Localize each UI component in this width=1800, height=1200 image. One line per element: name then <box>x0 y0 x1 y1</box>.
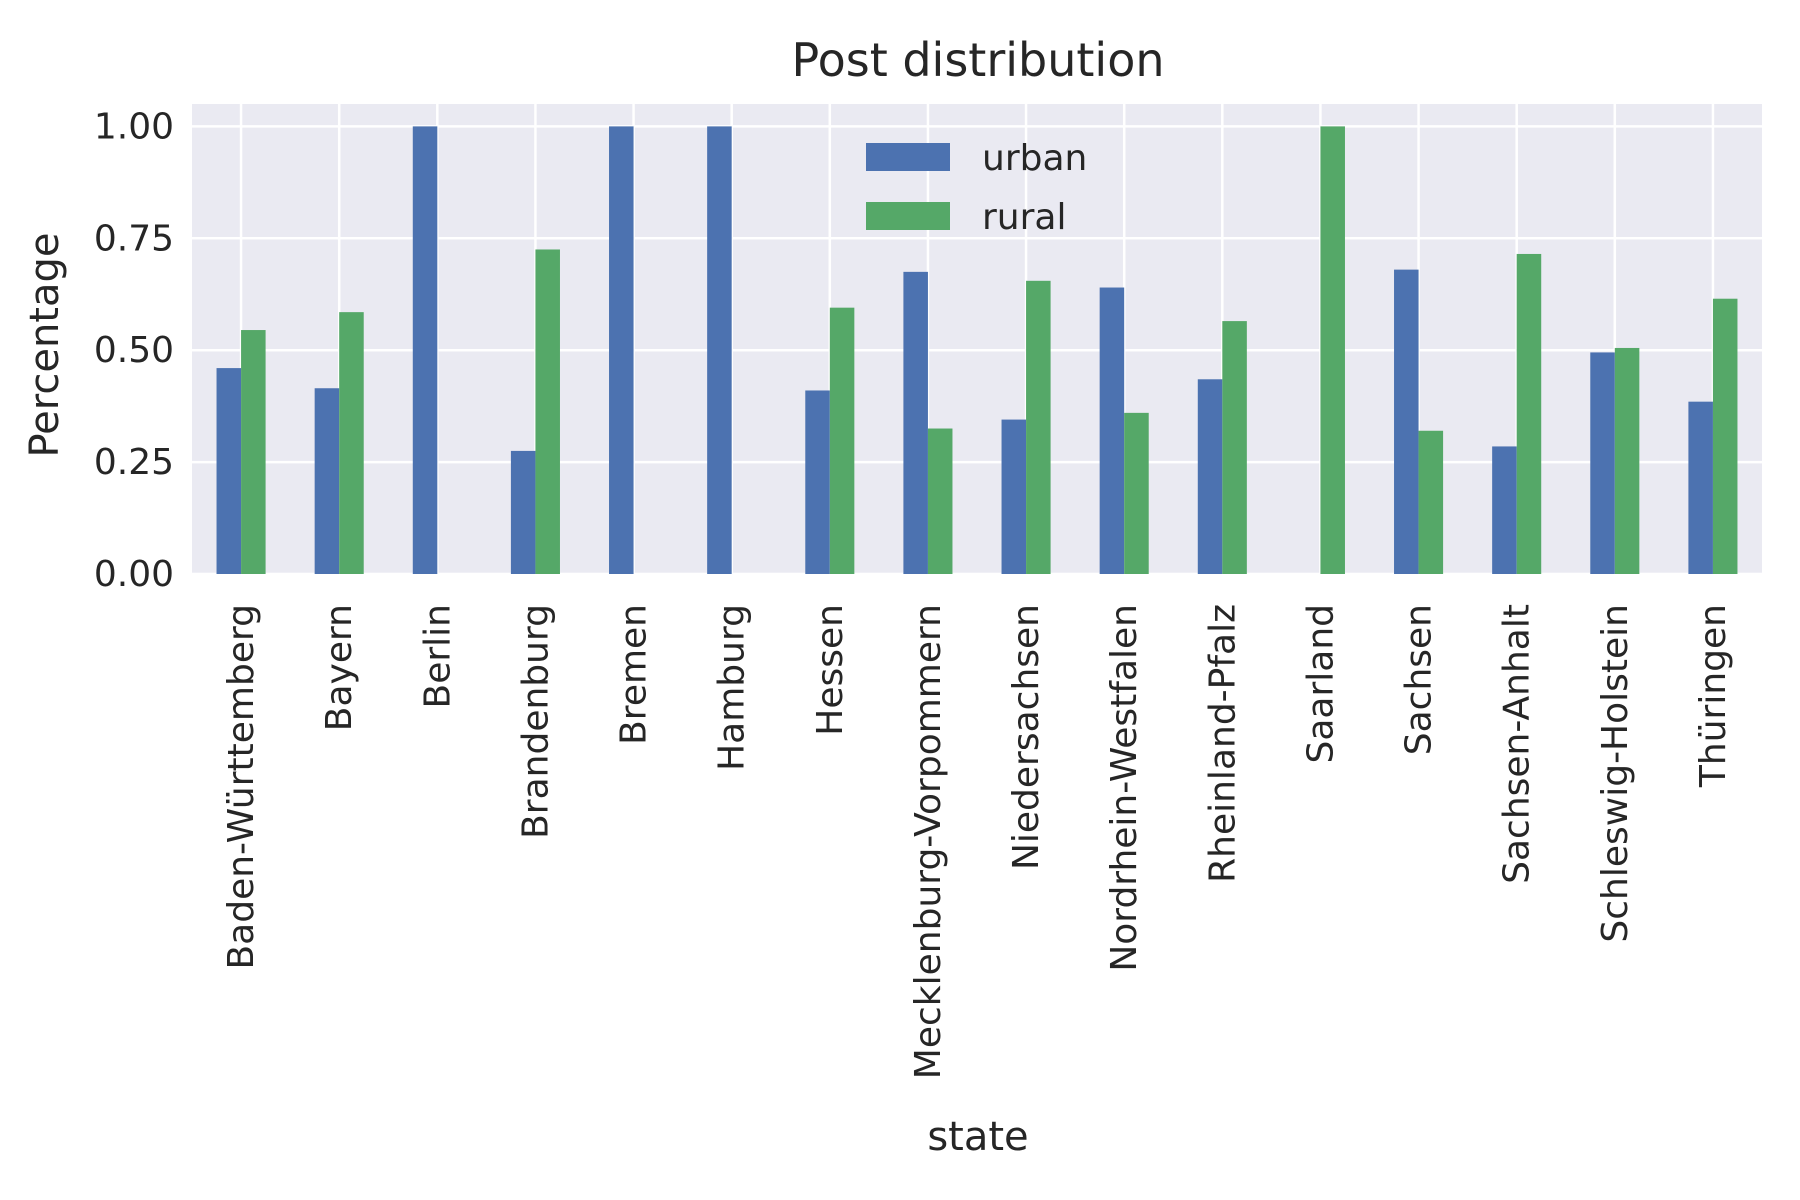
legend-rural-label: rural <box>982 197 1066 238</box>
bar-rural <box>1026 280 1051 574</box>
bar-urban <box>1394 269 1419 574</box>
y-tick-label: 0.75 <box>94 218 174 259</box>
x-tick-label: Sachsen-Anhalt <box>1497 604 1538 884</box>
y-ticks-layer: 0.00 0.25 0.50 0.75 1.00 <box>94 106 174 595</box>
bar-rural <box>1516 253 1542 574</box>
bar-rural <box>535 249 560 574</box>
bar-urban <box>1099 287 1125 574</box>
bar-urban <box>314 388 340 574</box>
bar-urban <box>1492 446 1517 574</box>
bar-urban <box>510 450 536 574</box>
x-tick-label: Hessen <box>810 604 851 736</box>
x-tick-label: Schleswig-Holstein <box>1595 604 1636 943</box>
bar-urban <box>1197 379 1223 574</box>
x-tick-label: Niedersachsen <box>1006 604 1047 870</box>
x-tick-label: Nordrhein-Westfalen <box>1104 604 1145 972</box>
legend-urban-label: urban <box>982 138 1087 179</box>
bar-rural <box>241 330 266 574</box>
bar-rural <box>1222 321 1247 574</box>
bar-rural <box>1320 126 1345 574</box>
bars-layer <box>216 126 1738 574</box>
y-tick-label: 0.00 <box>94 554 174 595</box>
bar-rural <box>927 428 953 574</box>
bar-urban <box>1688 401 1713 574</box>
bar-urban <box>216 368 242 574</box>
x-tick-label: Saarland <box>1300 604 1341 764</box>
bar-urban <box>1590 352 1615 574</box>
legend: urban rural <box>866 138 1087 238</box>
x-tick-label: Rheinland-Pfalz <box>1202 604 1243 883</box>
x-tick-label: Hamburg <box>712 604 753 771</box>
y-axis-label: Percentage <box>22 232 68 457</box>
bar-rural <box>1124 412 1149 574</box>
y-tick-label: 0.25 <box>94 442 174 483</box>
bar-rural <box>339 312 364 574</box>
x-tick-label: Brandenburg <box>515 604 556 839</box>
bar-rural <box>1418 430 1444 574</box>
bar-urban <box>903 271 928 574</box>
x-ticks-layer: Baden-Württemberg Bayern Berlin Brandenburg… <box>221 604 1734 1079</box>
legend-urban-swatch <box>866 143 950 171</box>
x-tick-label: Sachsen <box>1399 604 1440 755</box>
bar-urban <box>707 126 732 574</box>
x-tick-label: Baden-Württemberg <box>221 604 262 970</box>
x-tick-label: Berlin <box>417 604 458 708</box>
y-tick-label: 1.00 <box>94 106 174 147</box>
bar-rural <box>1614 347 1640 574</box>
x-axis-label: state <box>927 1114 1028 1160</box>
x-tick-label: Thüringen <box>1693 604 1734 788</box>
x-tick-label: Bayern <box>319 604 360 731</box>
y-tick-label: 0.50 <box>94 330 174 371</box>
bar-rural <box>1712 298 1738 574</box>
chart-title: Post distribution <box>791 33 1164 87</box>
bar-urban <box>1001 419 1027 574</box>
bar-urban <box>412 126 438 574</box>
bar-urban <box>805 390 830 574</box>
legend-rural-swatch <box>866 202 950 230</box>
x-tick-label: Bremen <box>614 604 655 745</box>
x-tick-label: Mecklenburg-Vorpommern <box>908 604 949 1079</box>
bar-rural <box>829 307 855 574</box>
bar-urban <box>609 126 634 574</box>
